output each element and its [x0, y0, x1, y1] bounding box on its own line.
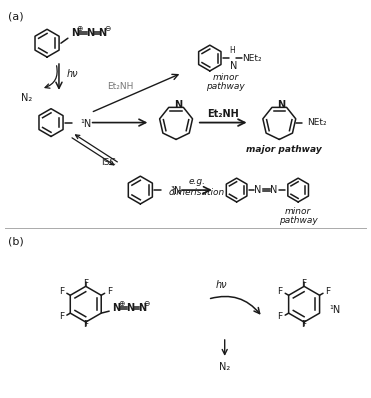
Text: NEt₂: NEt₂: [243, 54, 262, 62]
Text: N: N: [174, 100, 182, 110]
Text: F: F: [278, 312, 283, 321]
Text: F: F: [59, 287, 64, 296]
Text: Et₂NH: Et₂NH: [107, 82, 134, 92]
Text: ⊕: ⊕: [76, 24, 83, 33]
Text: pathway: pathway: [279, 217, 318, 225]
Text: N₂: N₂: [20, 93, 32, 103]
Text: pathway: pathway: [206, 82, 245, 92]
Text: F: F: [278, 287, 283, 296]
Text: H: H: [230, 46, 236, 55]
Text: N: N: [270, 185, 277, 195]
Text: NEt₂: NEt₂: [307, 118, 327, 127]
Text: ⊕: ⊕: [118, 299, 124, 308]
Text: N: N: [99, 28, 107, 38]
Text: Et₂NH: Et₂NH: [207, 109, 239, 119]
Text: N: N: [277, 100, 285, 110]
Text: N₂: N₂: [219, 362, 230, 372]
Text: N: N: [86, 28, 94, 38]
Text: N: N: [138, 303, 146, 313]
Text: N: N: [112, 303, 120, 313]
Text: minor: minor: [213, 73, 239, 82]
Text: minor: minor: [285, 207, 311, 217]
Text: ¹N: ¹N: [329, 305, 341, 315]
Text: F: F: [302, 320, 307, 329]
Text: major pathway: major pathway: [246, 145, 322, 154]
Text: N: N: [126, 303, 134, 313]
Text: F: F: [83, 320, 88, 329]
Text: F: F: [59, 312, 64, 321]
Text: N: N: [230, 61, 237, 71]
Text: (a): (a): [8, 12, 24, 21]
Text: (b): (b): [8, 237, 24, 247]
Text: hν: hν: [216, 280, 227, 291]
Text: ⊖: ⊖: [144, 299, 150, 308]
Text: F: F: [326, 287, 331, 296]
Text: N: N: [71, 28, 79, 38]
Text: ⊖: ⊖: [104, 24, 111, 33]
Text: ¹N: ¹N: [81, 119, 92, 129]
Text: ³N: ³N: [170, 186, 181, 196]
Text: dimerisation: dimerisation: [169, 187, 225, 197]
Text: F: F: [107, 287, 112, 296]
Text: e.g.: e.g.: [188, 177, 206, 185]
Text: N: N: [254, 185, 261, 195]
Text: F: F: [302, 279, 307, 289]
Text: hν: hν: [67, 69, 79, 79]
Text: ISC: ISC: [101, 158, 115, 167]
Text: F: F: [83, 279, 88, 289]
